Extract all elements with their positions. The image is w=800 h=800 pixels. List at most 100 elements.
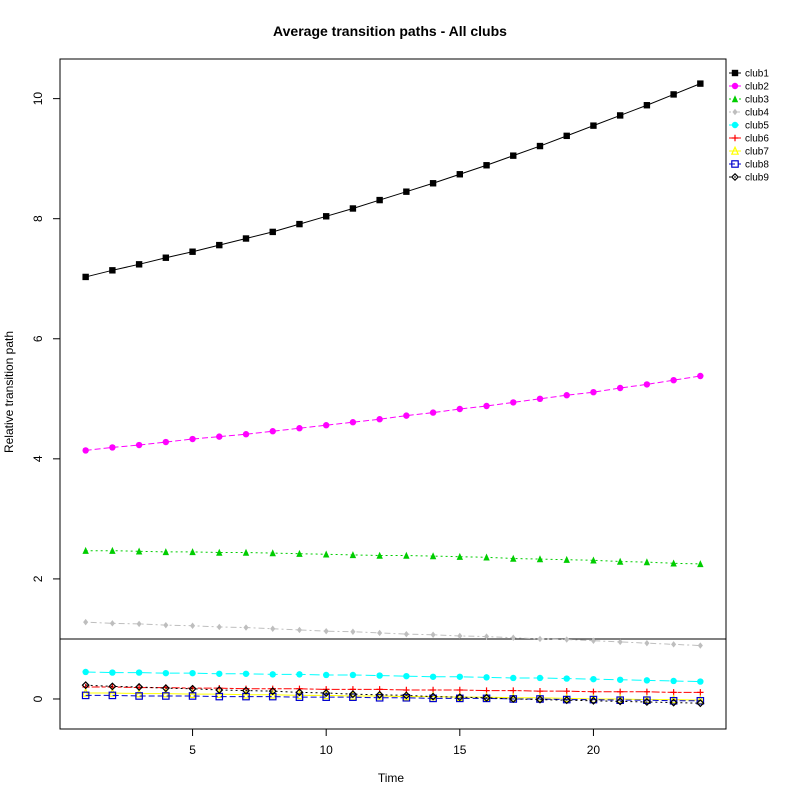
point-club3-18 <box>536 555 544 563</box>
point-club8-4 <box>162 692 170 700</box>
point-club2-16 <box>483 402 490 410</box>
plot-frame <box>59 58 727 730</box>
point-club3-22 <box>643 558 651 566</box>
point-club4-1 <box>83 618 89 626</box>
point-club1-20 <box>590 122 597 129</box>
point-club3-20 <box>590 556 597 564</box>
series-line-club8 <box>85 694 701 702</box>
point-club2-20 <box>590 388 597 396</box>
x-tick-label-3: 20 <box>587 743 601 757</box>
point-club9-10 <box>322 688 331 698</box>
point-club4-4 <box>163 621 169 629</box>
x-tick-label-2: 15 <box>453 743 467 757</box>
point-club7-8 <box>268 689 277 699</box>
point-club4-13 <box>403 630 409 638</box>
point-club9-14 <box>429 692 438 701</box>
point-club9-18 <box>535 695 545 704</box>
point-club9-21 <box>616 697 625 706</box>
point-club9-23 <box>669 698 678 707</box>
point-club4-5 <box>189 622 196 629</box>
legend-marker-club2 <box>731 82 739 90</box>
legend-item-club6: club6 <box>729 134 769 145</box>
point-club2-3 <box>135 441 143 449</box>
legend-item-club4: club4 <box>729 108 769 119</box>
point-club1-23 <box>670 91 677 98</box>
point-club1-4 <box>162 254 170 261</box>
point-club8-8 <box>268 692 277 701</box>
legend-item-club8: club8 <box>729 160 769 171</box>
legend-item-club7: club7 <box>729 145 769 158</box>
point-club1-8 <box>269 228 276 236</box>
point-club5-1 <box>82 668 89 676</box>
legend-label-club2: club2 <box>745 82 769 93</box>
chart-title: Average transition paths - All clubs <box>273 23 507 39</box>
point-club1-10 <box>322 213 330 220</box>
point-club4-15 <box>457 632 463 640</box>
point-club5-2 <box>109 669 116 676</box>
point-club4-16 <box>483 633 490 640</box>
point-club4-7 <box>243 624 249 631</box>
point-club5-9 <box>296 671 303 678</box>
point-club1-2 <box>109 267 116 274</box>
point-club3-17 <box>510 554 517 562</box>
point-club4-12 <box>377 629 383 637</box>
point-club5-12 <box>376 672 383 679</box>
point-club4-18 <box>537 635 543 643</box>
legend-item-club9: club9 <box>729 173 769 184</box>
point-club1-1 <box>82 273 89 281</box>
point-club8-10 <box>322 693 330 701</box>
point-club2-13 <box>403 412 410 419</box>
point-club9-16 <box>482 693 491 702</box>
legend-label-club7: club7 <box>745 147 769 158</box>
y-tick-label-1: 2 <box>31 575 45 582</box>
legend-marker-club9 <box>730 172 740 182</box>
point-club4-20 <box>590 637 597 644</box>
point-club7-5 <box>188 688 197 698</box>
legend-label-club1: club1 <box>745 69 769 80</box>
point-club3-9 <box>296 549 303 557</box>
point-club2-22 <box>643 381 651 388</box>
point-club2-24 <box>697 372 704 380</box>
point-club5-20 <box>590 675 597 683</box>
series-line-club6 <box>85 686 701 693</box>
point-club3-5 <box>189 548 196 556</box>
legend-item-club3: club3 <box>729 95 769 106</box>
point-club2-5 <box>189 435 196 443</box>
legend-item-club2: club2 <box>729 82 769 93</box>
point-club4-24 <box>697 642 703 649</box>
point-club2-6 <box>216 433 223 440</box>
point-club9-13 <box>402 691 411 700</box>
point-club8-3 <box>135 692 143 700</box>
point-club9-3 <box>135 682 144 692</box>
point-club3-14 <box>429 552 437 560</box>
point-club3-8 <box>269 549 276 557</box>
series-club4 <box>83 618 703 649</box>
point-club8-13 <box>402 693 411 702</box>
point-club5-10 <box>322 671 330 679</box>
point-club2-17 <box>510 399 517 406</box>
point-club9-11 <box>348 690 357 699</box>
point-club9-8 <box>268 687 277 696</box>
point-club4-9 <box>296 626 303 634</box>
point-club1-12 <box>376 196 383 204</box>
point-club4-23 <box>671 641 677 648</box>
point-club9-7 <box>241 686 251 695</box>
point-club5-22 <box>643 677 651 684</box>
point-club9-15 <box>455 693 464 702</box>
point-club3-15 <box>456 552 464 560</box>
legend-marker-club8 <box>731 160 739 168</box>
legend-marker-club1 <box>731 69 739 77</box>
point-club1-17 <box>510 152 517 159</box>
point-club4-17 <box>510 634 516 641</box>
legend-marker-club6 <box>731 134 739 142</box>
point-club2-9 <box>296 425 303 432</box>
point-club4-19 <box>564 636 570 643</box>
series-club3 <box>82 546 704 568</box>
series-line-club7 <box>85 692 701 701</box>
point-club3-1 <box>82 546 89 554</box>
point-club3-16 <box>483 553 490 561</box>
point-club3-3 <box>135 547 143 555</box>
point-club3-21 <box>616 557 624 565</box>
point-club2-1 <box>82 447 89 454</box>
point-club9-5 <box>188 684 197 693</box>
